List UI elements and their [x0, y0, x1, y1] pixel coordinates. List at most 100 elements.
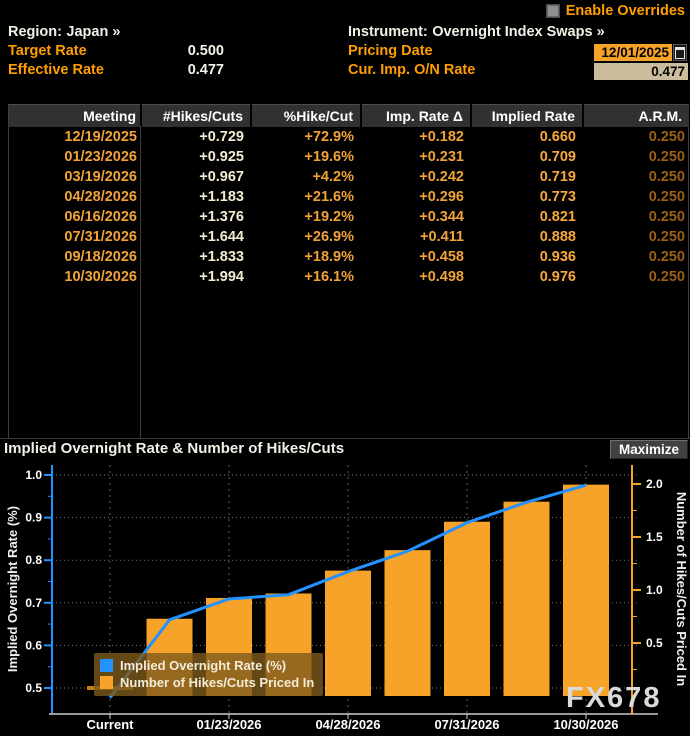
column-header[interactable]: Implied Rate	[470, 104, 583, 127]
table-cell: +0.344	[419, 208, 464, 225]
right-tick-label: 0.5	[646, 636, 663, 650]
table-cell: 0.976	[539, 268, 576, 285]
column-header[interactable]: Meeting	[9, 104, 141, 127]
cur-imp-rate-input[interactable]: 0.477	[594, 63, 688, 80]
legend-item-hikes-cuts: Number of Hikes/Cuts Priced In	[100, 674, 314, 691]
table-cell: +16.1%	[304, 268, 354, 285]
pricing-date-input[interactable]: 12/01/2025	[594, 44, 672, 61]
legend-label: Number of Hikes/Cuts Priced In	[120, 675, 315, 690]
table-header-row: Meeting #Hikes/Cuts %Hike/Cut Imp. Rate Δ Im…	[9, 104, 689, 127]
enable-overrides-checkbox[interactable]	[545, 4, 560, 18]
table-row[interactable]: 04/28/2026 +1.183 +21.6% +0.296 0.773 0.250	[9, 187, 689, 207]
x-tick-label: 10/30/2026	[553, 717, 618, 732]
table-cell: 0.250	[648, 148, 685, 165]
legend-item-implied-rate: Implied Overnight Rate (%)	[100, 657, 314, 674]
column-header[interactable]: Imp. Rate Δ	[360, 104, 471, 127]
table-cell: 0.888	[539, 228, 576, 245]
pricing-date-label: Pricing Date	[348, 43, 433, 59]
left-tick-label: 1.0	[25, 468, 42, 482]
meetings-table: Meeting #Hikes/Cuts %Hike/Cut Imp. Rate Δ Im…	[9, 104, 689, 287]
table-cell: 0.250	[648, 208, 685, 225]
left-tick-label: 0.6	[25, 638, 42, 652]
table-row[interactable]: 09/18/2026 +1.833 +18.9% +0.458 0.936 0.250	[9, 247, 689, 267]
meetings-table-region: Meeting #Hikes/Cuts %Hike/Cut Imp. Rate Δ Im…	[8, 104, 689, 438]
table-cell: 0.250	[648, 248, 685, 265]
table-cell: +19.6%	[304, 148, 354, 165]
table-cell: +1.994	[199, 268, 244, 285]
right-tick-label: 2.0	[646, 477, 663, 491]
right-tick-label: 1.0	[646, 583, 663, 597]
table-cell: 12/19/2025	[64, 128, 137, 145]
x-tick-label: 04/28/2026	[315, 717, 380, 732]
table-cell: +21.6%	[304, 188, 354, 205]
bar	[325, 570, 371, 696]
table-cell: 03/19/2026	[64, 168, 137, 185]
left-tick-label: 0.5	[25, 681, 42, 695]
implied-rate-line	[108, 483, 587, 699]
instrument-row: Instrument: Overnight Index Swaps »	[348, 23, 605, 41]
maximize-button[interactable]: Maximize	[609, 440, 688, 459]
x-tick-label: 07/31/2026	[434, 717, 499, 732]
table-cell: +0.458	[419, 248, 464, 265]
table-cell: +0.411	[420, 228, 464, 245]
table-row[interactable]: 06/16/2026 +1.376 +19.2% +0.344 0.821 0.250	[9, 207, 689, 227]
table-cell: +19.2%	[304, 208, 354, 225]
enable-overrides: Enable Overrides	[545, 3, 685, 19]
table-cell: +0.729	[199, 128, 244, 145]
table-row[interactable]: 03/19/2026 +0.967 +4.2% +0.242 0.719 0.250	[9, 167, 689, 187]
instrument-link[interactable]: Overnight Index Swaps »	[432, 24, 605, 40]
bar	[563, 484, 609, 696]
table-row[interactable]: 12/19/2025 +0.729 +72.9% +0.182 0.660 0.250	[9, 127, 689, 147]
table-cell: +1.376	[199, 208, 244, 225]
table-row[interactable]: 01/23/2026 +0.925 +19.6% +0.231 0.709 0.250	[9, 147, 689, 167]
bar	[384, 550, 431, 696]
calendar-icon[interactable]	[673, 44, 687, 61]
table-cell: 10/30/2026	[64, 268, 137, 285]
meeting-table-body: 12/19/2025 +0.729 +72.9% +0.182 0.660 0.250 01…	[9, 127, 689, 287]
right-axis-title: Number of Hikes/Cuts Priced In	[674, 492, 689, 686]
watermark: FX678	[566, 682, 661, 714]
table-row[interactable]: 07/31/2026 +1.644 +26.9% +0.411 0.888 0.250	[9, 227, 689, 247]
table-cell: 0.250	[648, 168, 685, 185]
effective-rate-value: 0.477	[187, 62, 224, 78]
table-cell: +18.9%	[304, 248, 354, 265]
effective-rate-label: Effective Rate	[8, 62, 104, 78]
column-header[interactable]: %Hike/Cut	[250, 104, 361, 127]
table-column-divider	[140, 126, 141, 438]
region-row: Region: Japan »	[8, 23, 120, 41]
table-row[interactable]: 10/30/2026 +1.994 +16.1% +0.498 0.976 0.250	[9, 267, 689, 287]
table-cell: +1.833	[199, 248, 244, 265]
table-cell: 04/28/2026	[64, 188, 137, 205]
table-cell: 01/23/2026	[64, 148, 137, 165]
chart-legend: Implied Overnight Rate (%) Number of Hik…	[94, 653, 324, 696]
table-cell: 06/16/2026	[64, 208, 137, 225]
table-cell: 09/18/2026	[64, 248, 137, 265]
region-label: Region:	[8, 24, 62, 40]
region-link[interactable]: Japan »	[66, 24, 121, 40]
bar	[503, 501, 550, 696]
x-tick-label: Current	[87, 717, 135, 732]
table-cell: +0.242	[419, 168, 464, 185]
column-header[interactable]: #Hikes/Cuts	[140, 104, 251, 127]
legend-swatch-bar-icon	[100, 676, 113, 689]
table-cell: +0.296	[419, 188, 464, 205]
table-cell: +0.182	[419, 128, 464, 145]
x-tick-label: 01/23/2026	[196, 717, 261, 732]
bar	[444, 521, 490, 696]
table-cell: 0.709	[539, 148, 576, 165]
left-tick-label: 0.7	[25, 596, 42, 610]
table-cell: 0.719	[539, 168, 576, 185]
table-cell: +0.967	[199, 168, 244, 185]
table-cell: 0.250	[648, 128, 685, 145]
column-header[interactable]: A.R.M.	[582, 104, 689, 127]
table-cell: 0.773	[539, 188, 576, 205]
section-divider	[0, 438, 690, 439]
table-cell: 0.821	[539, 208, 576, 225]
right-tick-label: 1.5	[646, 530, 663, 544]
combo-chart: 0.5 0.6 0.7 0.8 0.9 1.0 0.5 1.0 1.5 2.0 Current 01/…	[5, 465, 689, 732]
legend-swatch-line-icon	[100, 659, 113, 672]
table-cell: 07/31/2026	[64, 228, 137, 245]
table-cell: +0.498	[419, 268, 464, 285]
table-cell: 0.250	[648, 228, 685, 245]
